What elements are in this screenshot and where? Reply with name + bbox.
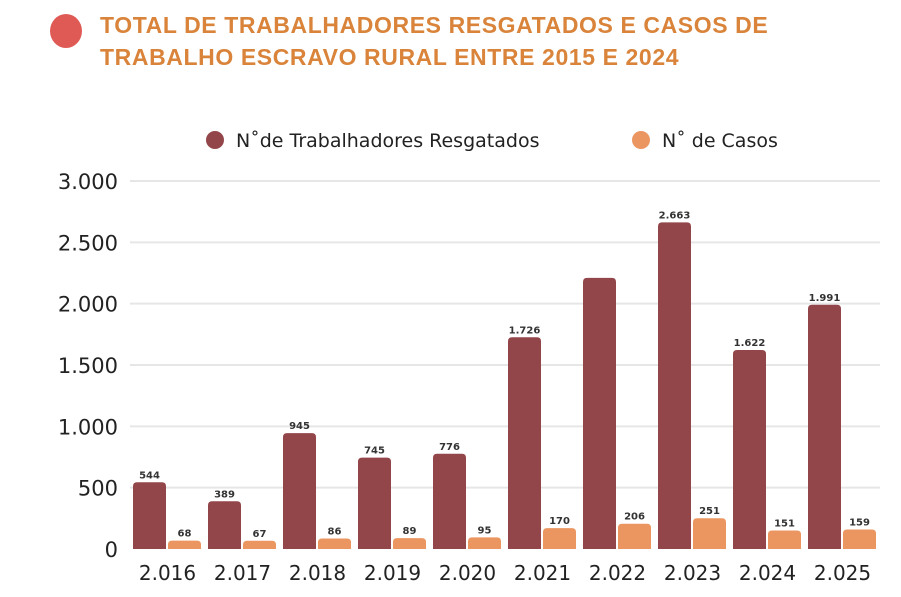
x-tick-label: 2.020: [439, 561, 496, 585]
data-label: 67: [253, 529, 267, 540]
y-tick-label: 0: [105, 538, 118, 562]
chart-title-line-1: TOTAL DE TRABALHADORES RESGATADOS E CASO…: [100, 12, 769, 38]
title-dot-icon: [50, 14, 82, 48]
x-tick-label: 2.024: [739, 561, 796, 585]
y-tick-label: 3.000: [58, 170, 118, 194]
data-label: 776: [439, 442, 460, 453]
y-tick-label: 1.500: [58, 354, 118, 378]
data-label: 159: [849, 517, 870, 528]
data-label: 1.991: [809, 293, 841, 304]
data-label: 89: [403, 526, 417, 537]
x-tick-label: 2.025: [814, 561, 871, 585]
cases-bar: [543, 528, 576, 549]
x-tick-label: 2.019: [364, 561, 421, 585]
cases-bar: [693, 518, 726, 549]
x-tick-label: 2.023: [664, 561, 721, 585]
cases-bar: [843, 529, 876, 549]
x-tick-label: 2.022: [589, 561, 646, 585]
x-tick-label: 2.016: [139, 561, 196, 585]
rescued-bar: [733, 350, 766, 549]
legend-swatch-icon: [206, 131, 224, 149]
rescued-bar: [208, 501, 241, 549]
data-label: 945: [289, 421, 310, 432]
cases-bar: [393, 538, 426, 549]
data-label: 745: [364, 446, 385, 457]
data-label: 151: [774, 518, 795, 529]
cases-bar: [243, 540, 276, 549]
y-tick-label: 500: [78, 477, 118, 501]
rescued-bar: [133, 482, 166, 549]
rescued-bar: [583, 277, 616, 549]
cases-bar: [768, 530, 801, 549]
x-tick-label: 2.017: [214, 561, 271, 585]
rescued-bar: [808, 304, 841, 549]
y-tick-label: 2.500: [58, 231, 118, 255]
data-label: 1.622: [734, 338, 766, 349]
data-label: 1.726: [509, 325, 541, 336]
cases-bar: [168, 540, 201, 549]
x-tick-label: 2.018: [289, 561, 346, 585]
rescued-bar: [658, 222, 691, 549]
data-label: 170: [549, 516, 570, 527]
data-label: 68: [178, 529, 192, 540]
cases-bar: [468, 537, 501, 549]
data-label: 2.663: [659, 210, 691, 221]
y-tick-label: 1.000: [58, 415, 118, 439]
legend-label: N˚de Trabalhadores Resgatados: [236, 130, 539, 152]
data-label: 86: [328, 526, 342, 537]
chart-title-line-2: TRABALHO ESCRAVO RURAL ENTRE 2015 E 2024: [100, 44, 680, 70]
data-label: 206: [624, 512, 645, 523]
x-tick-label: 2.021: [514, 561, 571, 585]
cases-bar: [318, 538, 351, 549]
data-label: 251: [699, 506, 720, 517]
legend-swatch-icon: [632, 131, 650, 149]
rescued-bar: [358, 457, 391, 549]
data-label: 389: [214, 489, 235, 500]
data-label: 95: [478, 525, 492, 536]
data-label: 544: [139, 470, 160, 481]
rescued-bar: [508, 337, 541, 549]
cases-bar: [618, 523, 651, 549]
rescued-bar: [433, 453, 466, 549]
legend-label: N˚ de Casos: [662, 130, 778, 152]
rescued-bar: [283, 433, 316, 549]
y-tick-label: 2.000: [58, 293, 118, 317]
